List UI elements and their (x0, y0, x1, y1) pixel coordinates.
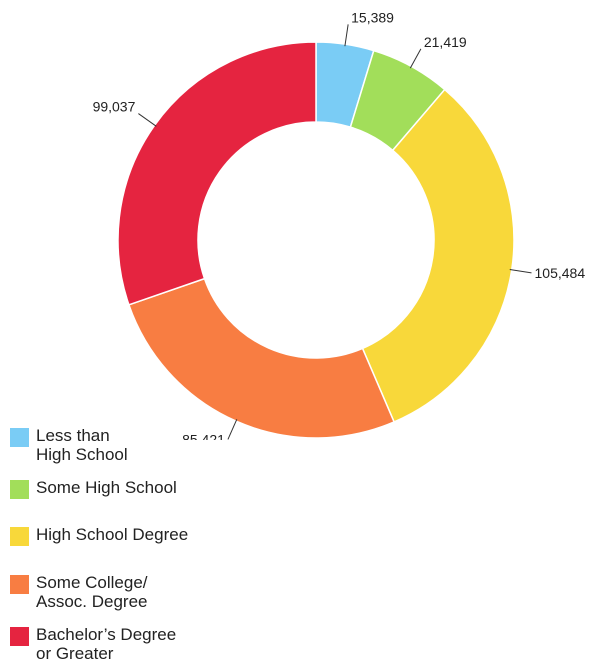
leader-line (227, 419, 238, 440)
data-label: 85,421 (182, 431, 225, 440)
legend-label: Some College/ Assoc. Degree (36, 573, 148, 611)
legend-swatch (10, 428, 29, 447)
legend-item-some-college: Some College/ Assoc. Degree (10, 573, 148, 611)
legend-swatch (10, 527, 29, 546)
leader-line (344, 24, 349, 47)
legend-label: Less than High School (36, 426, 128, 464)
data-label: 21,419 (424, 34, 467, 50)
legend-swatch (10, 627, 29, 646)
slice-some-college (127, 277, 396, 439)
donut-chart: 15,389 21,419 105,484 85,421 99,037 (93, 9, 586, 440)
legend-label: Some High School (36, 478, 177, 497)
legend-item-less-than-high-school: Less than High School (10, 426, 128, 464)
leader-line (138, 113, 157, 127)
slice-high-school-degree (361, 88, 515, 423)
legend-swatch (10, 575, 29, 594)
legend-item-high-school-degree: High School Degree (10, 525, 188, 546)
leader-line (509, 269, 532, 274)
legend-item-some-high-school: Some High School (10, 478, 177, 499)
legend-item-bachelors-or-greater: Bachelor’s Degree or Greater (10, 625, 176, 663)
legend-swatch (10, 480, 29, 499)
slice-bachelors-or-greater (117, 41, 317, 306)
legend-label: Bachelor’s Degree or Greater (36, 625, 177, 663)
data-label: 105,484 (535, 265, 586, 281)
data-label: 15,389 (351, 9, 394, 25)
data-label: 99,037 (93, 99, 136, 115)
donut-slices (117, 41, 515, 439)
legend-label: High School Degree (36, 525, 189, 544)
data-labels: 15,389 21,419 105,484 85,421 99,037 (93, 9, 586, 440)
leader-line (409, 48, 422, 69)
